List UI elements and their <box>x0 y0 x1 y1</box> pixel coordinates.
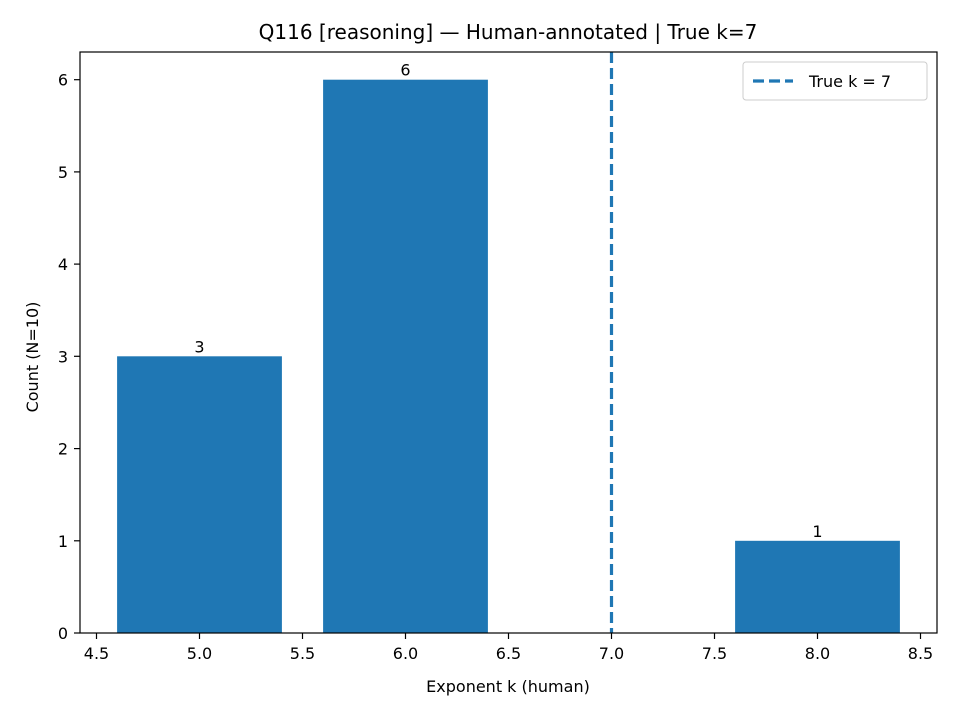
x-tick-label: 4.5 <box>84 644 109 663</box>
plot-area: 3 6 1 <box>117 52 900 633</box>
y-tick-label: 5 <box>58 163 68 182</box>
y-tick-label: 6 <box>58 71 68 90</box>
chart-title: Q116 [reasoning] — Human-annotated | Tru… <box>259 20 758 44</box>
x-tick-label: 7.5 <box>702 644 727 663</box>
y-tick-label: 2 <box>58 440 68 459</box>
data-label-6: 6 <box>400 61 410 80</box>
x-tick-label: 6.5 <box>496 644 521 663</box>
y-axis-label: Count (N=10) <box>23 302 42 413</box>
y-tick-label: 3 <box>58 347 68 366</box>
x-tick-label: 5.0 <box>187 644 212 663</box>
x-tick-label: 8.0 <box>805 644 830 663</box>
bar-6 <box>323 79 488 633</box>
data-label-8: 1 <box>812 522 822 541</box>
data-label-5: 3 <box>194 337 204 356</box>
x-tick-label: 5.5 <box>290 644 315 663</box>
legend: True k = 7 <box>742 61 928 101</box>
legend-box <box>742 61 928 101</box>
y-tick-label: 0 <box>58 624 68 643</box>
bar-5 <box>117 356 282 633</box>
x-tick-label: 7.0 <box>599 644 624 663</box>
x-tick-label: 6.0 <box>393 644 418 663</box>
x-axis-label: Exponent k (human) <box>426 677 590 696</box>
y-tick-label: 4 <box>58 255 68 274</box>
bar-8 <box>735 540 900 633</box>
x-tick-label: 8.5 <box>908 644 933 663</box>
y-tick-label: 1 <box>58 532 68 551</box>
axes: 4.5 5.0 5.5 6.0 6.5 7.0 7.5 8.0 8.5 0 1 2 3 4 5 6 <box>58 51 938 663</box>
legend-label: True k = 7 <box>808 72 891 91</box>
